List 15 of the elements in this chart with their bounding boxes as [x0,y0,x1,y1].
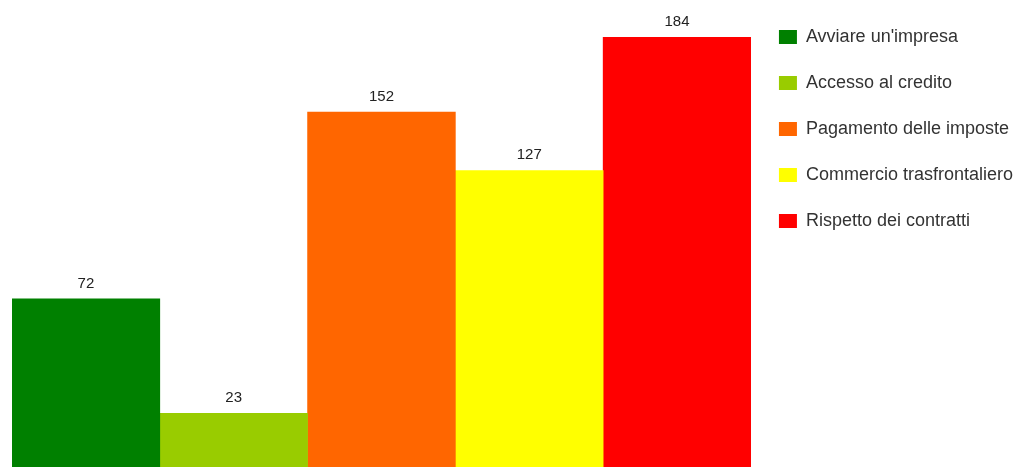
legend-label: Pagamento delle imposte [805,117,1010,138]
data-label: 184 [664,12,690,29]
bar [455,170,604,467]
data-label: 72 [77,273,95,291]
bar [602,37,751,467]
data-label: 23 [225,387,243,405]
data-label: 127 [516,145,542,163]
bar [159,412,308,467]
legend-label: Rispetto dei contratti [805,209,971,230]
legend-label: Accesso al credito [805,71,953,92]
legend-label: Avviare un'impresa [805,25,960,46]
bar [12,298,161,467]
data-label: 152 [368,86,394,104]
legend-label: Commercio trasfrontaliero [805,163,1013,184]
bar [307,111,456,467]
